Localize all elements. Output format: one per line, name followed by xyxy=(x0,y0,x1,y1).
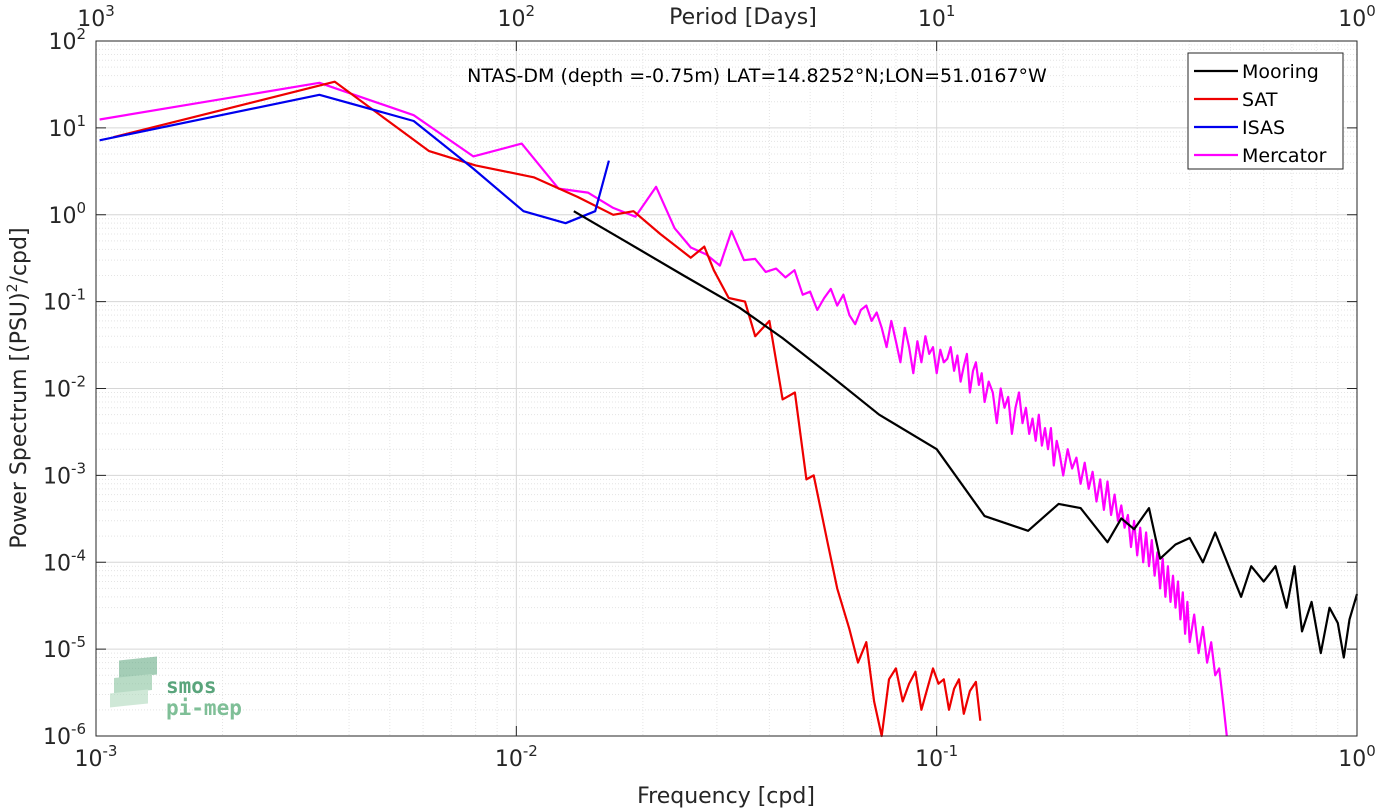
y-axis-label-main: Power Spectrum [(PSU) xyxy=(7,292,32,548)
legend-label-sat: SAT xyxy=(1242,89,1278,111)
y-tick-label: 101 xyxy=(48,112,86,142)
series-line-isas xyxy=(99,93,610,225)
series-line-sat xyxy=(113,80,982,738)
y-tick-label: 10-5 xyxy=(43,633,86,663)
x-tick-labels: 10-3 10-2 10-1 100 xyxy=(75,742,1376,772)
x-tick-label: 100 xyxy=(1338,742,1376,772)
legend-box xyxy=(1187,52,1344,170)
y-tick-label: 10-2 xyxy=(43,373,86,403)
logo-mark-icon xyxy=(110,656,157,708)
series-layer xyxy=(99,80,1359,738)
legend-label-mooring: Mooring xyxy=(1242,61,1319,83)
y-tick-label: 10-3 xyxy=(43,459,86,489)
logo-text-pimep: pi-mep xyxy=(166,696,242,720)
x-axis-label: Frequency [cpd] xyxy=(637,784,815,809)
logo-text-smos: smos xyxy=(166,674,217,698)
tick-marks xyxy=(95,40,1358,737)
y-axis-label: Power Spectrum [(PSU)2/cpd] xyxy=(5,227,32,548)
top-tick-label: 102 xyxy=(498,2,536,32)
y-tick-label: 102 xyxy=(48,25,86,55)
y-tick-label: 10-6 xyxy=(43,720,86,750)
minor-grid xyxy=(96,41,1357,736)
series-line-mercator xyxy=(99,81,1228,737)
legend-label-isas: ISAS xyxy=(1242,117,1285,139)
y-tick-labels: 10-6 10-5 10-4 10-3 10-2 10-1 100 101 102 xyxy=(43,25,86,750)
chart-title: NTAS-DM (depth =-0.75m) LAT=14.8252°N;LO… xyxy=(467,65,1047,87)
x-tick-label: 10-2 xyxy=(495,742,538,772)
top-tick-label: 103 xyxy=(77,2,115,32)
y-tick-label: 10-1 xyxy=(43,286,86,316)
smos-logo: smos pi-mep xyxy=(110,656,242,720)
y-axis-label-tail: /cpd] xyxy=(7,227,32,283)
y-tick-label: 100 xyxy=(48,199,86,229)
legend-label-mercator: Mercator xyxy=(1242,145,1327,167)
top-tick-label: 101 xyxy=(918,2,956,32)
series-line-mooring xyxy=(573,210,1359,659)
top-tick-label: 100 xyxy=(1338,2,1376,32)
y-tick-label: 10-4 xyxy=(43,546,86,576)
legend: Mooring SAT ISAS Mercator xyxy=(1187,52,1344,170)
top-tick-labels: 103 102 101 100 xyxy=(77,2,1376,32)
top-axis-label: Period [Days] xyxy=(669,5,817,30)
x-tick-label: 10-3 xyxy=(75,742,118,772)
x-tick-label: 10-1 xyxy=(915,742,958,772)
y-axis-label-exp: 2 xyxy=(5,283,21,292)
